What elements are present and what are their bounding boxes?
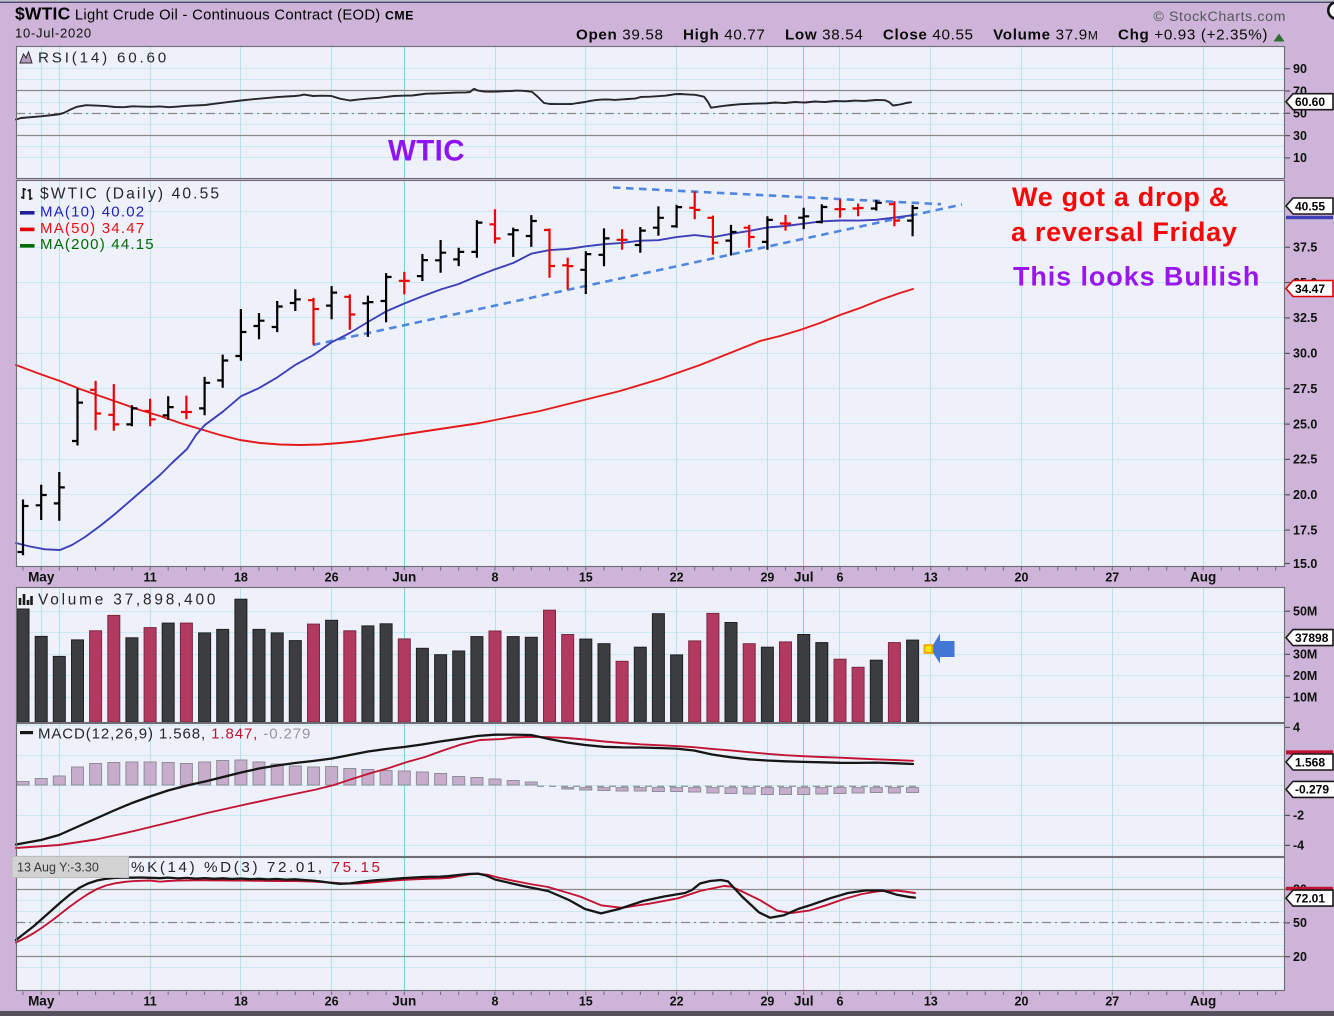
svg-text:15: 15 xyxy=(579,995,593,1009)
svg-text:Jun: Jun xyxy=(392,570,416,585)
svg-text:13 Aug Y:-3.30: 13 Aug Y:-3.30 xyxy=(17,861,99,875)
svg-text:Aug: Aug xyxy=(1190,570,1216,585)
svg-text:29: 29 xyxy=(760,571,774,585)
svg-text:$WTIC (Daily) 40.55: $WTIC (Daily) 40.55 xyxy=(40,186,221,203)
svg-text:WTIC: WTIC xyxy=(388,135,465,168)
svg-text:15: 15 xyxy=(579,571,593,585)
svg-text:-2: -2 xyxy=(1293,809,1304,823)
svg-text:6: 6 xyxy=(837,571,844,585)
svg-text:15.0: 15.0 xyxy=(1293,557,1317,571)
svg-text:1.568: 1.568 xyxy=(1295,755,1325,769)
svg-text:-0.279: -0.279 xyxy=(1295,783,1329,797)
svg-text:18: 18 xyxy=(234,571,248,585)
svg-text:22: 22 xyxy=(670,571,684,585)
svg-text:We got a drop &: We got a drop & xyxy=(1012,182,1229,212)
svg-text:27.5: 27.5 xyxy=(1293,382,1317,396)
svg-text:a reversal Friday: a reversal Friday xyxy=(1011,217,1238,247)
svg-text:11: 11 xyxy=(143,571,156,585)
svg-text:20: 20 xyxy=(1293,950,1307,964)
svg-text:6: 6 xyxy=(837,995,844,1009)
svg-text:$WTIC Light Crude Oil - Contin: $WTIC Light Crude Oil - Continuous Contr… xyxy=(15,4,414,24)
svg-text:32.5: 32.5 xyxy=(1293,311,1317,325)
svg-text:This looks Bullish: This looks Bullish xyxy=(1013,262,1260,292)
svg-text:8: 8 xyxy=(492,571,499,585)
svg-text:37898: 37898 xyxy=(1295,631,1329,645)
svg-text:May: May xyxy=(28,570,55,585)
svg-text:29: 29 xyxy=(760,995,774,1009)
svg-text:22.5: 22.5 xyxy=(1293,453,1317,467)
svg-text:30M: 30M xyxy=(1293,648,1317,662)
svg-text:-4: -4 xyxy=(1293,839,1304,853)
svg-text:27: 27 xyxy=(1105,995,1119,1009)
svg-text:13: 13 xyxy=(924,571,938,585)
svg-text:18: 18 xyxy=(234,995,248,1009)
svg-text:May: May xyxy=(28,994,55,1009)
svg-text:20: 20 xyxy=(1015,571,1029,585)
svg-text:26: 26 xyxy=(325,995,339,1009)
svg-text:Open 39.58 High 40.77 Lo: Open 39.58 High 40.77 Low 38.54 Close 40… xyxy=(576,27,1268,44)
svg-text:27: 27 xyxy=(1105,571,1119,585)
svg-text:60.60: 60.60 xyxy=(1295,95,1325,109)
svg-text:20: 20 xyxy=(1015,995,1029,1009)
svg-text:72.01: 72.01 xyxy=(1295,891,1325,905)
svg-text:34.47: 34.47 xyxy=(1295,282,1325,296)
svg-text:13: 13 xyxy=(924,995,938,1009)
svg-text:90: 90 xyxy=(1293,62,1307,76)
svg-text:30.0: 30.0 xyxy=(1293,347,1317,361)
svg-text:20.0: 20.0 xyxy=(1293,488,1317,502)
svg-text:17.5: 17.5 xyxy=(1293,523,1317,537)
svg-text:26: 26 xyxy=(325,571,339,585)
svg-text:50M: 50M xyxy=(1293,605,1317,619)
svg-text:Jul: Jul xyxy=(794,570,814,585)
svg-text:Jun: Jun xyxy=(392,994,416,1009)
svg-text:8: 8 xyxy=(492,995,499,1009)
svg-text:4: 4 xyxy=(1293,721,1300,735)
svg-text:50: 50 xyxy=(1293,916,1307,930)
svg-text:MA(10) 40.02: MA(10) 40.02 xyxy=(40,203,145,220)
svg-text:30: 30 xyxy=(1293,129,1307,143)
svg-text:25.0: 25.0 xyxy=(1293,417,1317,431)
svg-text:10M: 10M xyxy=(1293,691,1317,705)
svg-text:10: 10 xyxy=(1293,151,1307,165)
svg-text:MACD(12,26,9) 1.568, 1.847, -0: MACD(12,26,9) 1.568, 1.847, -0.279 xyxy=(38,726,311,743)
svg-text:%K(14) %D(3) 72.01, 75.15: %K(14) %D(3) 72.01, 75.15 xyxy=(131,859,383,876)
svg-text:Volume 37,898,400: Volume 37,898,400 xyxy=(38,592,218,609)
svg-text:RSI(14) 60.60: RSI(14) 60.60 xyxy=(38,50,169,67)
svg-text:Jul: Jul xyxy=(794,994,814,1009)
svg-text:37.5: 37.5 xyxy=(1293,241,1317,255)
svg-text:Aug: Aug xyxy=(1190,994,1216,1009)
svg-text:MA(50) 34.47: MA(50) 34.47 xyxy=(40,220,145,237)
svg-text:© StockCharts.com: © StockCharts.com xyxy=(1153,9,1286,25)
svg-text:11: 11 xyxy=(143,995,156,1009)
svg-text:10-Jul-2020: 10-Jul-2020 xyxy=(15,26,92,41)
svg-text:22: 22 xyxy=(670,995,684,1009)
svg-text:MA(200) 44.15: MA(200) 44.15 xyxy=(40,236,155,253)
svg-text:20M: 20M xyxy=(1293,669,1317,683)
svg-text:40.55: 40.55 xyxy=(1295,199,1325,213)
